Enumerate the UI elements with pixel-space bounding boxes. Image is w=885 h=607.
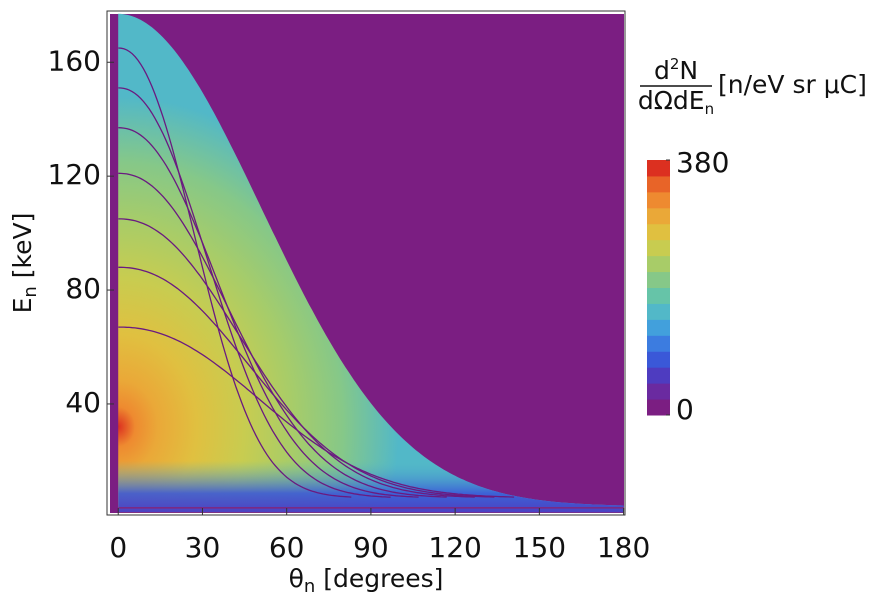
- cb-den-sub: n: [705, 100, 715, 118]
- y-tick-label: 120: [48, 158, 101, 191]
- y-tick-label: 160: [48, 44, 101, 77]
- contour-line: [118, 127, 419, 498]
- x-tick-label: 120: [428, 531, 481, 564]
- colorbar-label-units: [n/eV sr μC]: [718, 70, 867, 99]
- x-tick-label: 180: [597, 531, 650, 564]
- colorbar-band: [647, 319, 670, 336]
- x-tick-label: 0: [109, 531, 127, 564]
- y-tick-label: 80: [65, 272, 101, 305]
- colorbar-label-numerator: d2N: [654, 55, 698, 86]
- contour-line: [118, 218, 475, 498]
- cb-num-d: d: [654, 56, 670, 85]
- colorbar-band: [647, 223, 670, 241]
- contour-line: [118, 266, 495, 498]
- colorbar-band: [647, 255, 670, 273]
- x-axis-label: θn [degrees]: [289, 564, 444, 597]
- colorbar-band: [647, 351, 670, 368]
- x-tick-label: 150: [513, 531, 566, 564]
- colorbar-band: [647, 191, 670, 209]
- colorbar-label-denominator: dΩdEn: [638, 86, 714, 118]
- colorbar-band: [647, 335, 670, 352]
- plot-frame: [106, 10, 626, 516]
- colorbar-band: [647, 287, 670, 304]
- contour-line: [118, 326, 515, 498]
- contour-line: [118, 47, 352, 498]
- colorbar-band: [647, 175, 670, 193]
- colorbar-band: [647, 303, 670, 320]
- colorbar-band: [647, 239, 670, 257]
- y-axis-label-rest: [keV]: [8, 213, 37, 287]
- x-tick-label: 60: [269, 531, 305, 564]
- cb-num-sup: 2: [670, 55, 680, 73]
- x-tick-label: 90: [353, 531, 389, 564]
- y-tick-label: 40: [65, 386, 101, 419]
- y-axis-label: En [keV]: [8, 213, 41, 314]
- colorbar-band: [647, 399, 670, 416]
- x-tick-label: 30: [185, 531, 221, 564]
- colorbar-band: [647, 383, 670, 400]
- x-axis-label-rest: [degrees]: [315, 564, 443, 593]
- cb-num-n: N: [679, 56, 698, 85]
- y-axis-label-main: E: [8, 298, 37, 314]
- x-axis-label-sub: n: [304, 576, 315, 597]
- colorbar-band: [647, 160, 670, 177]
- y-axis-label-sub: n: [20, 286, 41, 297]
- colorbar-band: [647, 367, 670, 384]
- cb-den-main: dΩdE: [638, 86, 705, 115]
- contour-line: [118, 172, 447, 498]
- contour-line: [118, 87, 391, 498]
- colorbar-band: [647, 271, 670, 288]
- x-axis-label-main: θ: [289, 564, 304, 593]
- colorbar-band: [647, 207, 670, 225]
- colorbar-tick-label: 380: [676, 146, 729, 179]
- colorbar-tick-label: 0: [676, 393, 694, 426]
